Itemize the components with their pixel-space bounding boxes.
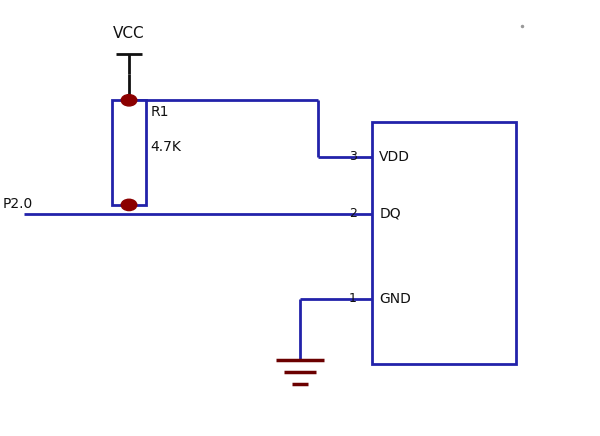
Text: DQ: DQ — [379, 207, 401, 221]
Text: 1: 1 — [349, 292, 357, 305]
Text: 3: 3 — [349, 150, 357, 164]
Bar — [372, 122, 516, 364]
Text: GND: GND — [379, 292, 411, 306]
Text: P2.0: P2.0 — [3, 198, 33, 211]
Circle shape — [121, 95, 137, 106]
Text: R1: R1 — [151, 105, 169, 119]
Text: VDD: VDD — [379, 150, 410, 164]
Text: 2: 2 — [349, 207, 357, 220]
Circle shape — [121, 199, 137, 211]
Bar — [112, 100, 146, 205]
Text: VCC: VCC — [113, 27, 145, 41]
Text: 4.7K: 4.7K — [151, 140, 181, 153]
